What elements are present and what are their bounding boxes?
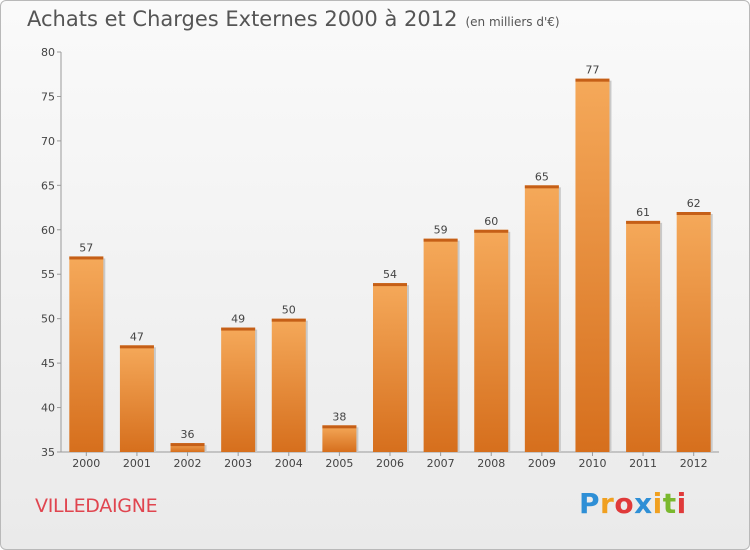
bar-group: 59 (423, 224, 460, 452)
bar (626, 220, 661, 452)
bar-value-label: 38 (332, 410, 346, 423)
y-tick-label: 65 (41, 179, 55, 192)
bar-top-edge (69, 256, 104, 260)
x-tick-label: 2010 (578, 457, 606, 470)
bar-group: 36 (170, 428, 207, 452)
bar-value-label: 49 (231, 313, 245, 326)
bar-group: 54 (373, 268, 409, 452)
y-tick-label: 45 (41, 357, 55, 370)
bar (170, 443, 205, 452)
y-tick-label: 40 (41, 402, 55, 415)
bar-top-edge (221, 327, 256, 331)
bar-group: 50 (271, 304, 308, 452)
x-tick-label: 2003 (224, 457, 252, 470)
brand-logo: Proxiti (579, 487, 687, 520)
bar-group: 61 (626, 206, 663, 452)
bar-top-edge (474, 229, 509, 233)
bar-value-label: 36 (181, 428, 195, 441)
bar-top-edge (524, 185, 559, 189)
x-tick-label: 2005 (325, 457, 353, 470)
bar (423, 238, 458, 452)
x-tick-label: 2007 (427, 457, 455, 470)
bar-top-edge (575, 78, 610, 82)
x-tick-label: 2004 (275, 457, 303, 470)
bar-group: 77 (575, 64, 612, 453)
chart-title-row: Achats et Charges Externes 2000 à 2012 (e… (27, 7, 560, 31)
brand-letter: i (676, 487, 687, 520)
bar-group: 65 (524, 170, 561, 453)
bar-top-edge (271, 318, 306, 322)
brand-letter: t (662, 487, 677, 520)
y-tick-label: 60 (41, 224, 55, 237)
bar (474, 229, 509, 452)
bar (69, 256, 104, 452)
bar-group: 47 (119, 330, 156, 452)
bar-top-edge (119, 345, 154, 349)
bar-value-label: 57 (79, 241, 93, 254)
x-tick-label: 2001 (123, 457, 151, 470)
bar (373, 283, 407, 452)
bar-value-label: 60 (484, 215, 498, 228)
bar-group: 60 (474, 215, 511, 452)
x-tick-label: 2011 (629, 457, 657, 470)
bar-top-edge (322, 425, 357, 429)
y-tick-label: 35 (41, 446, 55, 459)
bar-value-label: 50 (282, 304, 296, 317)
bar (575, 78, 610, 453)
x-tick-label: 2012 (680, 457, 708, 470)
bar-group: 38 (322, 410, 359, 452)
brand-letter: x (634, 487, 653, 520)
bar-top-edge (170, 443, 205, 447)
y-tick-label: 70 (41, 135, 55, 148)
x-tick-label: 2006 (376, 457, 404, 470)
chart-subtitle: (en milliers d'€) (465, 15, 560, 29)
x-tick-label: 2008 (477, 457, 505, 470)
bar-top-edge (423, 238, 458, 242)
brand-letter: i (652, 487, 663, 520)
y-tick-label: 50 (41, 313, 55, 326)
bar-top-edge (626, 220, 661, 224)
y-tick-label: 75 (41, 90, 55, 103)
bar-group: 57 (69, 241, 106, 452)
y-tick-label: 55 (41, 268, 55, 281)
bar-top-edge (676, 212, 711, 215)
bar-value-label: 77 (585, 64, 599, 77)
bar-value-label: 59 (434, 224, 448, 237)
brand-letter: o (614, 487, 635, 520)
bar (524, 185, 559, 453)
bar-value-label: 61 (636, 206, 650, 219)
brand-letter: P (579, 487, 601, 520)
bar (676, 212, 711, 452)
x-tick-label: 2009 (528, 457, 556, 470)
chart-title: Achats et Charges Externes 2000 à 2012 (27, 7, 458, 31)
bar-value-label: 47 (130, 330, 144, 343)
commune-name: VILLEDAIGNE (35, 495, 158, 517)
bar-group: 49 (221, 313, 258, 452)
bar-value-label: 54 (383, 268, 397, 281)
y-tick-label: 80 (41, 46, 55, 59)
bar-value-label: 62 (687, 197, 701, 210)
bar (271, 318, 306, 452)
bar-value-label: 65 (535, 170, 549, 183)
brand-letter: r (600, 487, 615, 520)
bar (119, 345, 154, 452)
bar-group: 62 (676, 197, 713, 452)
bar (221, 327, 256, 452)
x-tick-label: 2000 (72, 457, 100, 470)
x-tick-label: 2002 (174, 457, 202, 470)
bar (322, 425, 357, 452)
bar-top-edge (373, 283, 407, 287)
